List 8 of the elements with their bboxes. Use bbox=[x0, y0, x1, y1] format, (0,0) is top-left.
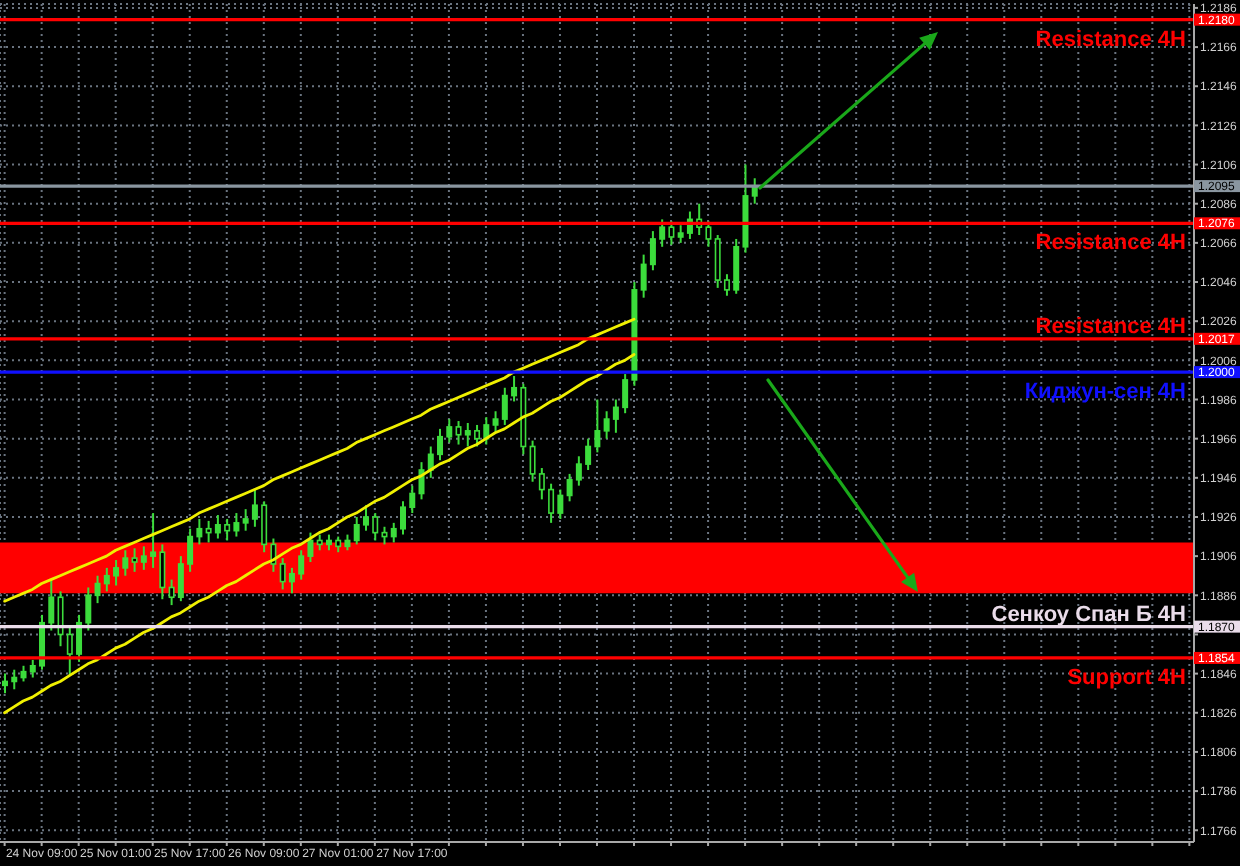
ref-line-label: Сенкоу Спан Б 4H bbox=[991, 602, 1187, 627]
ref-line-label: Support 4H bbox=[1067, 665, 1187, 690]
line-series bbox=[3, 317, 636, 603]
ref-line-label: Resistance 4H bbox=[1035, 231, 1187, 256]
ref-line-label: Киджун-сен 4H bbox=[1024, 380, 1187, 405]
line-series bbox=[3, 353, 636, 715]
ref-line-label: Resistance 4H bbox=[1035, 314, 1187, 339]
ref-line-label: Resistance 4H bbox=[1035, 27, 1187, 52]
